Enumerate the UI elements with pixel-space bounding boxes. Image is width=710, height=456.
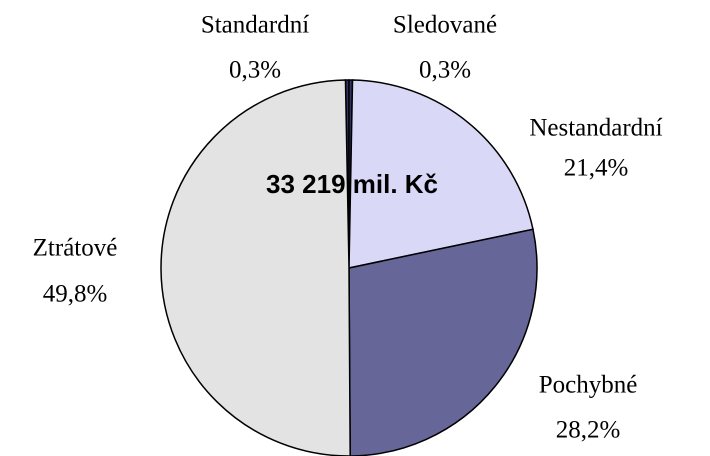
slice-value-label: 49,8%: [43, 281, 108, 308]
slice-value-label: 0,3%: [419, 57, 471, 84]
slice-label: Standardní: [201, 12, 309, 39]
slice-value-label: 28,2%: [556, 417, 621, 444]
pie-slice: [348, 79, 534, 269]
slice-value-label: 0,3%: [229, 57, 281, 84]
pie-slice: [160, 79, 351, 456]
slice-label: Ztrátové: [33, 235, 118, 262]
center-annotation: 33 219 mil. Kč: [266, 169, 438, 199]
slice-label: Sledované: [393, 12, 497, 39]
slice-value-label: 21,4%: [564, 155, 629, 182]
pie-slice: [348, 228, 538, 456]
slices: [160, 79, 538, 456]
slice-label: Nestandardní: [529, 115, 662, 142]
slice-label: Pochybné: [539, 372, 638, 399]
